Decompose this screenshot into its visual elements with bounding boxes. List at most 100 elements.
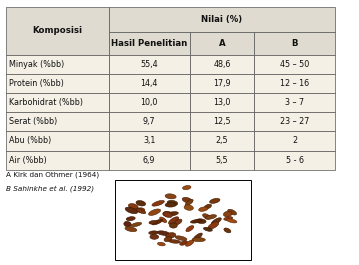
Ellipse shape [149, 209, 160, 215]
Text: 55,4: 55,4 [140, 60, 158, 69]
Text: 9,7: 9,7 [143, 117, 155, 126]
Bar [6, 93, 108, 112]
Text: Hasil Penelitian: Hasil Penelitian [111, 39, 187, 48]
Text: 3,1: 3,1 [143, 136, 155, 145]
Ellipse shape [223, 211, 232, 217]
Ellipse shape [166, 233, 176, 238]
Bar [108, 74, 190, 93]
Ellipse shape [202, 214, 210, 219]
Text: 5,5: 5,5 [216, 156, 228, 165]
Text: A: A [219, 39, 225, 48]
Text: 13,0: 13,0 [213, 98, 230, 107]
Ellipse shape [192, 238, 205, 242]
Text: 3 – 7: 3 – 7 [285, 98, 304, 107]
Ellipse shape [165, 194, 176, 199]
Ellipse shape [125, 207, 137, 214]
Text: Protein (%bb): Protein (%bb) [9, 79, 64, 88]
Ellipse shape [186, 240, 194, 246]
Ellipse shape [136, 208, 146, 214]
Text: Serat (%bb): Serat (%bb) [9, 117, 57, 126]
Bar [108, 93, 190, 112]
Ellipse shape [228, 209, 237, 215]
Bar [254, 74, 335, 93]
Ellipse shape [184, 205, 194, 210]
Text: 23 – 27: 23 – 27 [280, 117, 309, 126]
Text: 14,4: 14,4 [140, 79, 158, 88]
Text: Air (%bb): Air (%bb) [9, 156, 47, 165]
Ellipse shape [131, 222, 142, 227]
Text: B Sahinkhe et al. (1992): B Sahinkhe et al. (1992) [6, 186, 94, 192]
Ellipse shape [169, 240, 181, 243]
Bar [6, 131, 108, 151]
Ellipse shape [208, 222, 219, 229]
Text: 45 – 50: 45 – 50 [280, 60, 309, 69]
Ellipse shape [224, 217, 233, 220]
Text: 5 - 6: 5 - 6 [285, 156, 304, 165]
Ellipse shape [210, 198, 220, 203]
Text: A Kirk dan Othmer (1964): A Kirk dan Othmer (1964) [6, 172, 99, 178]
Ellipse shape [205, 215, 216, 219]
Bar [190, 55, 254, 74]
Bar [254, 32, 335, 55]
Text: 10,0: 10,0 [140, 98, 158, 107]
Bar [190, 93, 254, 112]
Ellipse shape [165, 203, 176, 207]
Bar [254, 131, 335, 151]
Ellipse shape [196, 219, 206, 223]
Text: 6,9: 6,9 [143, 156, 155, 165]
Ellipse shape [163, 211, 171, 216]
Text: Abu (%bb): Abu (%bb) [9, 136, 52, 145]
Ellipse shape [182, 197, 192, 203]
Bar [6, 74, 108, 93]
Ellipse shape [152, 200, 164, 206]
Ellipse shape [125, 227, 137, 232]
Ellipse shape [224, 228, 231, 233]
Bar [115, 180, 251, 260]
Bar [6, 7, 108, 55]
Ellipse shape [136, 201, 146, 206]
Bar [108, 151, 190, 170]
Ellipse shape [204, 204, 211, 209]
Bar [190, 74, 254, 93]
Bar [190, 32, 254, 55]
Text: Komposisi: Komposisi [33, 26, 83, 35]
Ellipse shape [168, 217, 179, 224]
Ellipse shape [165, 212, 178, 216]
Text: 2,5: 2,5 [216, 136, 228, 145]
Text: Minyak (%bb): Minyak (%bb) [9, 60, 65, 69]
Bar [108, 7, 335, 32]
Bar [190, 151, 254, 170]
Ellipse shape [180, 241, 187, 245]
Ellipse shape [163, 212, 172, 218]
Ellipse shape [211, 218, 221, 225]
Bar [254, 55, 335, 74]
Bar [190, 131, 254, 151]
Ellipse shape [174, 219, 182, 225]
Ellipse shape [204, 227, 212, 231]
Text: Karbohidrat (%bb): Karbohidrat (%bb) [9, 98, 83, 107]
Ellipse shape [129, 204, 138, 209]
Bar [108, 112, 190, 131]
Ellipse shape [164, 237, 172, 242]
Bar [6, 151, 108, 170]
Ellipse shape [167, 200, 178, 206]
Bar [254, 93, 335, 112]
Ellipse shape [150, 235, 159, 239]
Ellipse shape [227, 219, 237, 223]
Bar [254, 112, 335, 131]
Text: 2: 2 [292, 136, 297, 145]
Bar [108, 32, 190, 55]
Ellipse shape [158, 242, 165, 246]
Bar [108, 55, 190, 74]
Text: B: B [291, 39, 298, 48]
Text: Nilai (%): Nilai (%) [201, 15, 242, 24]
Ellipse shape [126, 217, 135, 221]
Ellipse shape [175, 236, 187, 241]
Ellipse shape [199, 207, 208, 211]
Bar [6, 112, 108, 131]
Ellipse shape [185, 200, 193, 206]
Ellipse shape [182, 186, 191, 190]
Ellipse shape [149, 231, 158, 235]
Text: 17,9: 17,9 [213, 79, 231, 88]
Ellipse shape [160, 217, 167, 223]
